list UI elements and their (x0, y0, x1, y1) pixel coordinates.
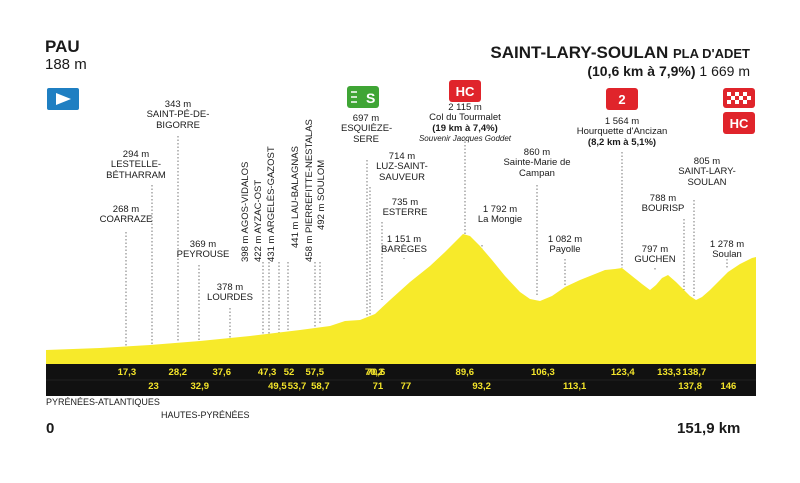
place-guchen: 797 m GUCHEN (634, 244, 676, 266)
climb-tourmalet-alt: 2 115 m (448, 102, 482, 113)
km-bottom-4: 58,7 (311, 381, 330, 392)
km-bottom-9: 137,8 (678, 381, 702, 392)
km-top-8: 89,6 (455, 367, 475, 378)
dept-pyrenees-atlantiques: PYRÉNÉES-ATLANTIQUES (46, 397, 160, 407)
place-pierrefitte: 458 m PIERREFITTE-NESTALAS (304, 119, 315, 262)
climb-tourmalet-detail: (19 km à 7,4%) (432, 122, 498, 134)
place-lestelle: 294 m LESTELLE-BÉTHARRAM (106, 149, 166, 181)
finish-climb-info: (10,6 km à 7,9%) (587, 63, 696, 79)
place-agos-vidalos: 398 m AGOS-VIDALOS (240, 161, 251, 262)
marker-lines (125, 136, 728, 346)
place-lau-balagnas: 441 m LAU-BALAGNAS (290, 146, 301, 248)
souvenir-goddet: Souvenir Jacques Goddet (418, 134, 512, 144)
place-peyrouse: 369 m PEYROUSE (176, 239, 230, 261)
km-top-7: 70,6 (366, 367, 386, 378)
dept-hautes-pyrenees: HAUTES-PYRÉNÉES (161, 410, 250, 420)
finish-town-name: SAINT-LARY-SOULAN (490, 43, 669, 62)
km-top-2: 37,6 (212, 367, 231, 378)
km-bottom-1: 32,9 (190, 381, 210, 392)
checkered-flag-icon (723, 88, 755, 108)
hc-badge-tourmalet: HC (449, 80, 481, 102)
place-luz: 714 m LUZ-SAINT-SAUVEUR (376, 151, 428, 183)
place-lourdes: 378 m LOURDES (207, 282, 253, 304)
km-bottom-3: 53,7 (287, 381, 307, 392)
sprint-esquieze: 697 m ESQUIÈZE-SERE (341, 113, 393, 145)
place-soulan: 1 278 m Soulan (709, 239, 745, 261)
km-top-11: 133,3 (657, 367, 681, 378)
place-saint-lary: 805 m SAINT-LARY-SOULAN (678, 156, 736, 188)
km-top-4: 52 (283, 367, 295, 378)
sprint-s-icon: S (347, 86, 379, 108)
cat2-badge-ancizan: 2 (606, 88, 638, 110)
finish-suffix: PLA D'ADET (673, 46, 750, 61)
climb-ancizan: 1 564 m Hourquette d'Ancizan (8,2 km à 5… (576, 116, 668, 148)
km-bottom-7: 93,2 (472, 381, 491, 392)
km-top-0: 17,3 (117, 367, 137, 378)
place-bourisp: 788 m BOURISP (641, 193, 685, 215)
finish-info: (10,6 km à 7,9%) 1 669 m (587, 64, 750, 79)
climb-ancizan-alt: 1 564 m (604, 116, 640, 127)
hc-badge-finish: HC (723, 112, 755, 134)
km-bottom-0: 23 (148, 381, 159, 392)
finish-town: SAINT-LARY-SOULAN PLA D'ADET (490, 44, 750, 62)
km-top-1: 28,2 (168, 367, 188, 378)
svg-text:S: S (366, 90, 375, 106)
sprint-name: ESQUIÈZE-SERE (341, 123, 393, 145)
km-bottom-6: 77 (400, 381, 412, 392)
place-soulom: 492 m SOULOM (316, 159, 327, 230)
climb-ancizan-name: Hourquette d'Ancizan (576, 126, 668, 138)
finish-altitude: 1 669 m (699, 63, 750, 79)
km-top-5: 57,5 (305, 367, 325, 378)
distance-start: 0 (46, 420, 55, 437)
place-payolle: 1 082 m Payolle (547, 234, 583, 256)
sprint-alt: 697 m (352, 113, 380, 124)
place-coarraze: 268 m COARRAZE (99, 204, 153, 226)
start-town: PAU (45, 37, 80, 56)
km-bottom-10: 146 (720, 381, 737, 392)
km-bottom-8: 113,1 (563, 381, 587, 392)
start-altitude: 188 m (45, 56, 87, 73)
place-argeles: 431 m ARGELÈS-GAZOST (266, 146, 277, 262)
place-sainte-marie: 860 m Sainte-Marie de Campan (503, 147, 571, 179)
km-top-12: 138,7 (682, 367, 707, 378)
km-top-10: 123,4 (610, 367, 635, 378)
place-bareges: 1 151 m BARÈGES (381, 234, 427, 256)
km-bottom-5: 71 (372, 381, 384, 392)
km-top-9: 106,3 (530, 367, 555, 378)
km-bottom-2: 49,5 (268, 381, 287, 392)
distance-end: 151,9 km (677, 420, 741, 437)
place-esterre: 735 m ESTERRE (382, 197, 428, 219)
km-top-3: 47,3 (257, 367, 277, 378)
climb-tourmalet: 2 115 m Col du Tourmalet (19 km à 7,4%) … (418, 102, 512, 145)
place-saint-pe: 343 m SAINT-PÉ-DE-BIGORRE (146, 99, 210, 131)
climb-tourmalet-name: Col du Tourmalet (429, 112, 501, 124)
profile-fill (46, 234, 756, 365)
km-top-6: 70,2 (364, 367, 384, 378)
place-la-mongie: 1 792 m La Mongie (477, 204, 523, 226)
climb-ancizan-detail: (8,2 km à 5,1%) (587, 136, 657, 148)
place-ayzac-ost: 422 m AYZAC-OST (253, 179, 264, 262)
start-flag-icon (47, 88, 79, 110)
